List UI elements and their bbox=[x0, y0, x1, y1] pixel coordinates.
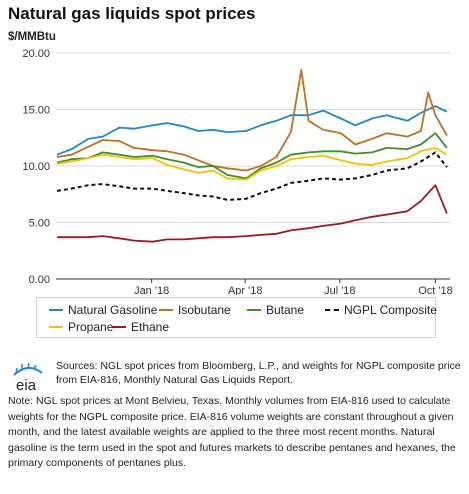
gridlines bbox=[56, 52, 450, 280]
legend-item: Natural Gasoline bbox=[49, 303, 157, 317]
legend-label: Isobutane bbox=[178, 303, 231, 317]
legend-swatch bbox=[325, 309, 339, 311]
series-line-propane bbox=[56, 146, 448, 181]
series-line-ethane bbox=[57, 184, 448, 243]
legend-swatch bbox=[112, 326, 126, 328]
legend-label: Natural Gasoline bbox=[68, 303, 158, 317]
legend-item: NGPL Composite bbox=[325, 303, 437, 317]
legend-item: Propane bbox=[49, 320, 113, 334]
eia-logo-icon: eia bbox=[13, 362, 43, 394]
y-tick-label: 5.00 bbox=[29, 218, 50, 230]
legend-label: Ethane bbox=[131, 320, 170, 334]
legend-item: Butane bbox=[247, 303, 304, 317]
legend-swatch bbox=[247, 309, 261, 311]
x-axis-ticks: Jan '18 Apr '18 Jul '18 Oct '18 bbox=[134, 279, 453, 295]
series-lines bbox=[56, 69, 448, 243]
y-tick-label: 15.00 bbox=[22, 105, 50, 117]
x-tick-label: Jan '18 bbox=[134, 285, 169, 295]
series-line-isobutane bbox=[56, 69, 448, 172]
x-tick-label: Jul '18 bbox=[324, 285, 355, 295]
eia-logo-text: eia bbox=[16, 377, 37, 394]
sources-text: Sources: NGL spot prices from Bloomberg,… bbox=[56, 360, 461, 386]
y-tick-label: 20.00 bbox=[22, 48, 50, 60]
legend-swatch bbox=[49, 309, 63, 311]
legend-swatch bbox=[49, 326, 63, 328]
series-line-natural-gasoline bbox=[56, 105, 448, 156]
line-chart: 0.00 5.00 10.00 15.00 20.00 Jan '18 Apr '18 Ju… bbox=[22, 48, 453, 295]
note-text: Note: NGL spot prices at Mont Belvieu, T… bbox=[8, 395, 456, 469]
chart-legend: Natural Gasoline Isobutane Butane NGPL Comp… bbox=[36, 297, 437, 338]
y-tick-label: 10.00 bbox=[22, 161, 50, 173]
legend-item: Isobutane bbox=[159, 303, 231, 317]
x-tick-label: Apr '18 bbox=[228, 285, 263, 295]
y-axis-ticks: 0.00 5.00 10.00 15.00 20.00 bbox=[22, 48, 50, 286]
legend-label: NGPL Composite bbox=[344, 303, 437, 317]
chart-title: Natural gas liquids spot prices bbox=[8, 4, 256, 23]
y-tick-label: 0.00 bbox=[29, 274, 50, 286]
legend-swatch bbox=[159, 309, 173, 311]
x-tick-label: Oct '18 bbox=[418, 285, 453, 295]
series-line-butane bbox=[56, 132, 448, 180]
series-line-ngpl-composite bbox=[56, 151, 448, 201]
legend-label: Propane bbox=[68, 320, 114, 334]
legend-label: Butane bbox=[266, 303, 305, 317]
legend-item: Ethane bbox=[112, 320, 169, 334]
y-axis-unit-label: $/MMBtu bbox=[8, 31, 56, 43]
